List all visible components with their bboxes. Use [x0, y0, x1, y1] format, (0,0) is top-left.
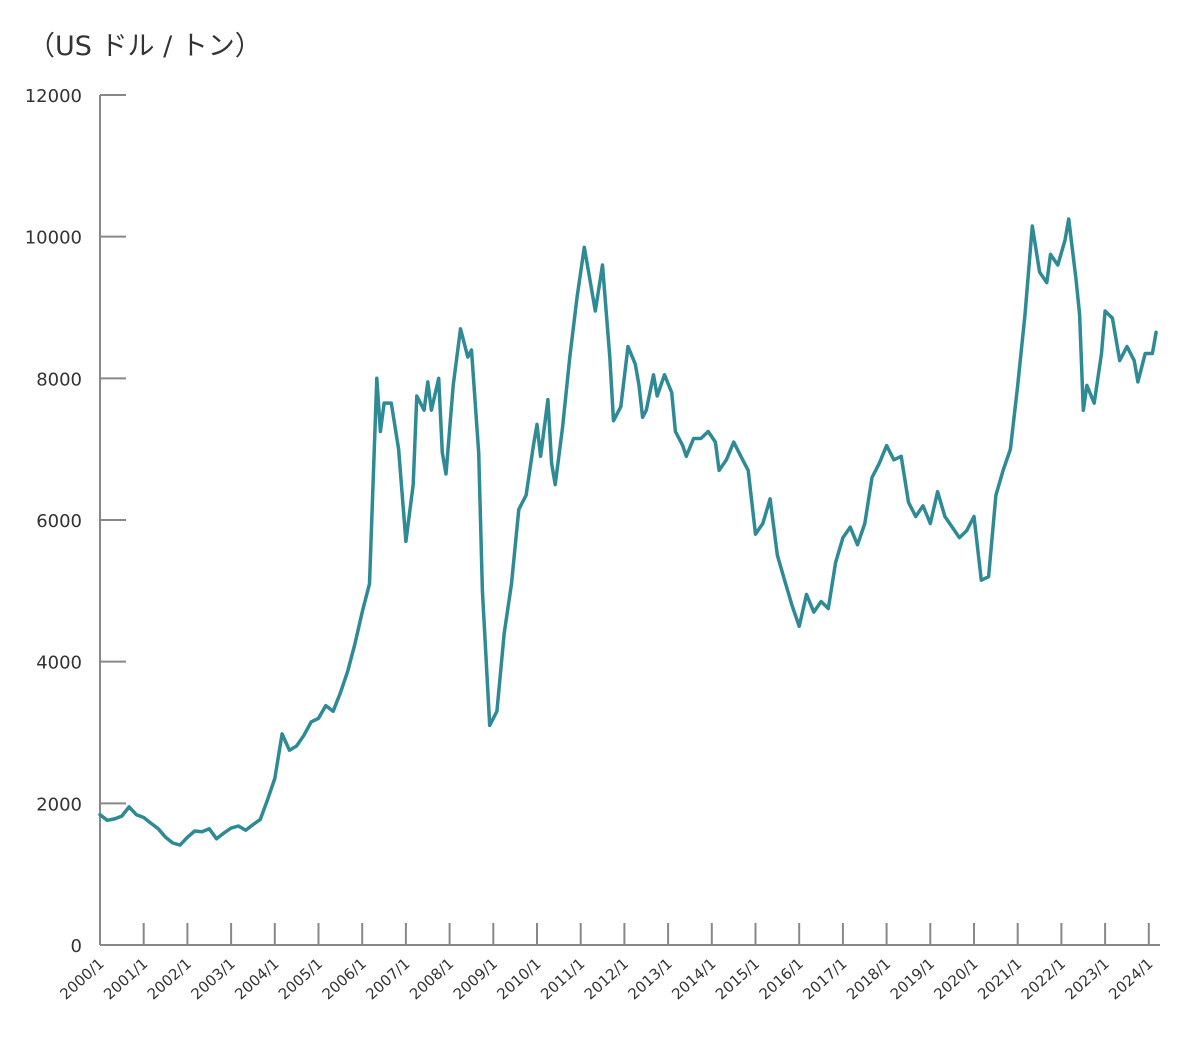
x-axis-ticks: 2000/12001/12002/12003/12004/12005/12006…	[56, 923, 1156, 1003]
x-tick-label: 2004/1	[231, 955, 282, 1004]
x-tick-label: 2019/1	[887, 955, 938, 1004]
x-tick-label: 2018/1	[843, 955, 894, 1004]
x-tick-label: 2007/1	[362, 955, 413, 1004]
series-group	[98, 217, 1158, 847]
x-tick-label: 2010/1	[493, 955, 544, 1004]
x-tick-label: 2022/1	[1018, 955, 1069, 1004]
x-tick-label: 2003/1	[188, 955, 239, 1004]
y-tick-label: 0	[71, 936, 82, 957]
x-tick-label: 2008/1	[406, 955, 457, 1004]
axes	[99, 95, 1160, 946]
x-tick-label: 2012/1	[581, 955, 632, 1004]
y-tick-label: 2000	[36, 794, 82, 815]
x-tick-label: 2011/1	[537, 955, 588, 1004]
y-axis-ticks: 12000 10000 8000 6000 4000 2000 0	[25, 86, 126, 957]
x-tick-label: 2016/1	[756, 955, 807, 1004]
y-tick-label: 10000	[25, 228, 82, 249]
x-tick-label: 2001/1	[100, 955, 151, 1004]
y-axis-unit-label: （US ドル / トン）	[28, 31, 262, 62]
x-tick-label: 2024/1	[1105, 955, 1156, 1004]
x-tick-label: 2020/1	[930, 955, 981, 1004]
x-tick-label: 2006/1	[319, 955, 370, 1004]
x-tick-label: 2000/1	[56, 955, 107, 1004]
x-tick-label: 2014/1	[668, 955, 719, 1004]
y-tick-label: 8000	[36, 369, 82, 390]
x-tick-label: 2021/1	[974, 955, 1025, 1004]
x-tick-label: 2002/1	[144, 955, 195, 1004]
x-tick-label: 2017/1	[799, 955, 850, 1004]
x-tick-label: 2009/1	[450, 955, 501, 1004]
y-tick-label: 6000	[36, 511, 82, 532]
x-tick-label: 2005/1	[275, 955, 326, 1004]
y-tick-label: 12000	[25, 86, 82, 107]
price-series-line	[98, 217, 1158, 847]
x-tick-label: 2015/1	[712, 955, 763, 1004]
y-tick-label: 4000	[36, 653, 82, 674]
x-tick-label: 2023/1	[1062, 955, 1113, 1004]
x-tick-label: 2013/1	[625, 955, 676, 1004]
